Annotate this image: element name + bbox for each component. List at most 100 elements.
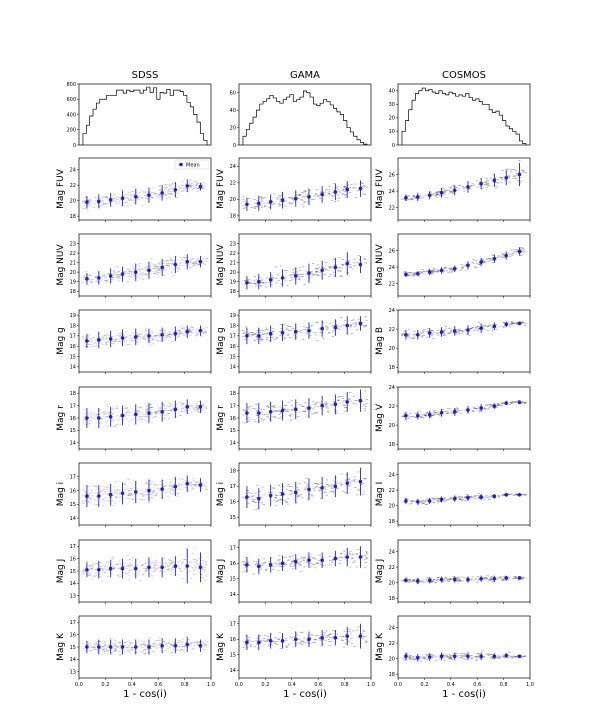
point-cloud [81, 547, 209, 582]
y-tick-label: 20 [389, 116, 395, 122]
mean-point [479, 326, 483, 330]
mean-point [120, 645, 125, 649]
x-tick-label: 0.6 [154, 682, 162, 688]
mean-point [198, 259, 203, 264]
point-cloud [242, 549, 369, 575]
scatter-panel: 14 15 16 17 Mag J [216, 539, 372, 604]
mean-point [492, 257, 497, 261]
mean-point [439, 330, 444, 334]
mean-point [245, 640, 249, 645]
mean-point [517, 400, 522, 405]
mean-point [416, 413, 420, 418]
mean-point [293, 490, 298, 495]
mean-point [280, 330, 285, 335]
y-tick-label: 24 [70, 167, 76, 173]
mean-point [245, 202, 249, 207]
y-tick-label: 13 [70, 594, 76, 600]
y-tick-label: 0 [233, 143, 236, 149]
y-tick-label: 22 [230, 181, 236, 187]
histogram-frame [238, 83, 372, 146]
mean-point [452, 410, 457, 414]
mean-point [504, 492, 509, 497]
mean-point [97, 416, 101, 420]
y-tick-label: 16 [230, 637, 236, 643]
point-cloud [400, 400, 528, 421]
y-tick-label: 20 [230, 270, 236, 276]
y-tick-label: 16 [230, 561, 236, 567]
y-tick-label: 19 [70, 313, 76, 319]
mean-point [479, 406, 483, 410]
point-cloud [82, 636, 208, 656]
y-axis-label: Mag i [56, 482, 66, 506]
point-cloud [401, 160, 527, 201]
mean-point [333, 484, 338, 489]
y-tick-label: 13 [70, 670, 76, 676]
y-tick-label: 16 [70, 632, 76, 638]
y-axis-label: Mag J [375, 559, 385, 584]
mean-point [120, 413, 125, 418]
y-tick-label: 0 [392, 143, 395, 149]
mean-point [85, 567, 89, 572]
mean-point [320, 635, 324, 640]
mean-point [439, 410, 444, 415]
y-axis-label: Mag NUV [56, 243, 66, 285]
histogram-frame [397, 83, 531, 146]
mean-point [160, 333, 164, 337]
mean-point [133, 566, 138, 571]
y-axis-label: Mag r [56, 405, 66, 431]
y-tick-label: 15 [70, 569, 76, 575]
mean-point [185, 564, 190, 568]
y-tick-label: 16 [70, 344, 76, 350]
mean-point [517, 249, 522, 254]
mean-point [85, 277, 89, 281]
y-tick-label: 17 [70, 620, 76, 626]
mean-point [85, 645, 89, 649]
mean-point [173, 564, 178, 568]
mean-point [280, 492, 285, 496]
panel-frame [397, 309, 531, 373]
y-tick-label: 16 [70, 416, 76, 422]
panel-frame [397, 386, 531, 450]
y-tick-label: 24 [389, 189, 395, 195]
y-tick-label: 24 [389, 472, 395, 478]
mean-point [492, 404, 497, 408]
mean-point [97, 338, 101, 342]
mean-point [245, 495, 249, 499]
mean-point [479, 181, 483, 186]
y-tick-label: 18 [230, 214, 236, 220]
mean-point [160, 410, 164, 414]
mean-point [439, 190, 444, 195]
y-tick-label: 40 [389, 89, 395, 95]
scatter-panel: 14 15 16 17 18 19 Mag g [56, 309, 212, 374]
point-cloud [241, 471, 367, 511]
y-axis-label: Mag NUV [216, 243, 226, 285]
y-tick-label: 22 [389, 404, 395, 410]
y-tick-label: 18 [70, 214, 76, 220]
histogram-bars [242, 90, 368, 145]
mean-point [280, 276, 285, 280]
y-tick-label: 16 [70, 556, 76, 562]
mean-point [147, 645, 151, 649]
scatter-panel: 15 16 17 18 Mag i [216, 462, 372, 527]
mean-point [466, 328, 470, 332]
mean-point [257, 640, 261, 645]
mean-point [108, 274, 113, 278]
y-tick-label: 17 [70, 403, 76, 409]
mean-point [466, 185, 470, 189]
scatter-panel: 14 15 16 17 18 Mag r [56, 386, 212, 451]
mean-point [173, 331, 178, 336]
mean-point [416, 195, 420, 199]
mean-point [268, 277, 273, 282]
y-axis-label: Mag K [56, 632, 66, 661]
mean-point [185, 481, 190, 486]
mean-point [345, 400, 350, 404]
point-cloud [403, 493, 528, 505]
y-tick-label: 22 [389, 565, 395, 571]
mean-point [120, 336, 125, 340]
mean-point [268, 493, 273, 498]
scatter-panel: 18 20 22 24 Mag V [375, 385, 531, 451]
y-tick-label: 17 [230, 334, 236, 340]
y-tick-label: 15 [230, 577, 236, 583]
scatter-panel: 14 15 16 17 Mag i [56, 462, 212, 527]
panel-frame [238, 539, 372, 603]
